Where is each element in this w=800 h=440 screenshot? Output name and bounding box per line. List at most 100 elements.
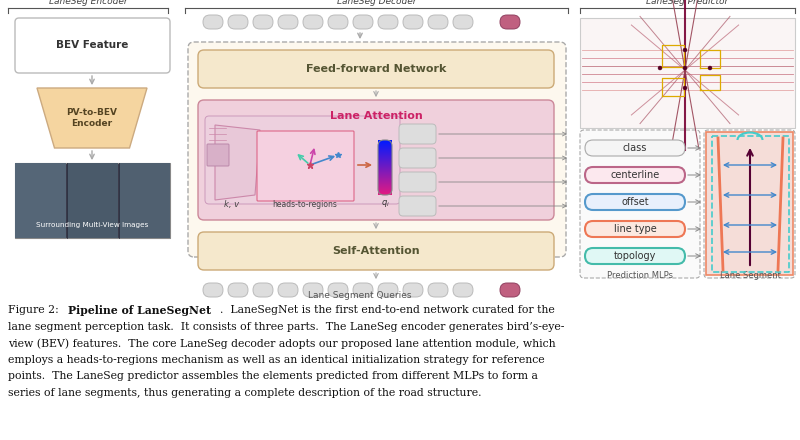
FancyBboxPatch shape bbox=[328, 283, 348, 297]
Bar bbox=[378, 147, 392, 148]
Bar bbox=[378, 146, 392, 147]
FancyBboxPatch shape bbox=[500, 15, 520, 29]
Bar bbox=[378, 175, 392, 176]
FancyBboxPatch shape bbox=[228, 15, 248, 29]
Bar bbox=[378, 174, 392, 175]
Bar bbox=[67, 163, 118, 238]
FancyBboxPatch shape bbox=[278, 283, 298, 297]
Text: $q_i$: $q_i$ bbox=[381, 198, 390, 209]
FancyBboxPatch shape bbox=[303, 15, 323, 29]
Bar bbox=[378, 191, 392, 192]
Text: Pipeline of LaneSegNet: Pipeline of LaneSegNet bbox=[68, 305, 211, 316]
Text: Figure 2:: Figure 2: bbox=[8, 305, 58, 315]
FancyBboxPatch shape bbox=[453, 15, 473, 29]
Circle shape bbox=[683, 66, 687, 70]
FancyBboxPatch shape bbox=[399, 196, 436, 216]
Text: view (BEV) features.  The core LaneSeg decoder adopts our proposed lane attentio: view (BEV) features. The core LaneSeg de… bbox=[8, 338, 556, 348]
Text: Feed-forward Network: Feed-forward Network bbox=[306, 64, 446, 74]
Bar bbox=[378, 141, 392, 142]
Text: lane segment perception task.  It consists of three parts.  The LaneSeg encoder : lane segment perception task. It consist… bbox=[8, 322, 564, 331]
Text: series of lane segments, thus generating a complete description of the road stru: series of lane segments, thus generating… bbox=[8, 388, 482, 397]
Text: Surrounding Multi-View Images: Surrounding Multi-View Images bbox=[36, 222, 148, 228]
Text: LaneSeg Encoder: LaneSeg Encoder bbox=[49, 0, 127, 6]
Bar bbox=[378, 183, 392, 184]
Bar bbox=[378, 165, 392, 166]
Bar bbox=[378, 179, 392, 180]
Bar bbox=[378, 161, 392, 162]
FancyBboxPatch shape bbox=[203, 283, 223, 297]
Bar bbox=[378, 162, 392, 163]
FancyBboxPatch shape bbox=[428, 283, 448, 297]
Bar bbox=[378, 182, 392, 183]
Bar bbox=[378, 156, 392, 157]
Text: offset: offset bbox=[621, 197, 649, 207]
FancyBboxPatch shape bbox=[353, 283, 373, 297]
FancyBboxPatch shape bbox=[198, 100, 554, 220]
Bar bbox=[378, 173, 392, 174]
Bar bbox=[378, 178, 392, 179]
FancyBboxPatch shape bbox=[205, 116, 400, 204]
FancyBboxPatch shape bbox=[403, 15, 423, 29]
FancyBboxPatch shape bbox=[198, 232, 554, 270]
FancyBboxPatch shape bbox=[585, 140, 685, 156]
Bar bbox=[378, 188, 392, 189]
FancyBboxPatch shape bbox=[228, 283, 248, 297]
Bar bbox=[378, 149, 392, 150]
Bar bbox=[378, 185, 392, 186]
Bar bbox=[378, 192, 392, 193]
Bar bbox=[378, 172, 392, 173]
Bar bbox=[580, 18, 795, 128]
Bar bbox=[15, 163, 170, 238]
Bar bbox=[378, 151, 392, 152]
Text: Lane Segment: Lane Segment bbox=[719, 271, 781, 280]
Bar bbox=[378, 170, 392, 171]
FancyBboxPatch shape bbox=[399, 172, 436, 192]
Bar bbox=[378, 163, 392, 164]
FancyBboxPatch shape bbox=[198, 50, 554, 88]
FancyBboxPatch shape bbox=[353, 15, 373, 29]
FancyBboxPatch shape bbox=[378, 283, 398, 297]
FancyBboxPatch shape bbox=[453, 283, 473, 297]
Text: LaneSeg Decoder: LaneSeg Decoder bbox=[337, 0, 416, 6]
Text: class: class bbox=[623, 143, 647, 153]
Bar bbox=[378, 168, 392, 169]
FancyBboxPatch shape bbox=[328, 15, 348, 29]
Bar bbox=[378, 154, 392, 155]
Bar bbox=[378, 190, 392, 191]
Circle shape bbox=[683, 86, 687, 90]
FancyBboxPatch shape bbox=[403, 283, 423, 297]
Text: Self-Attention: Self-Attention bbox=[332, 246, 420, 256]
Bar bbox=[378, 180, 392, 181]
Bar bbox=[378, 186, 392, 187]
Circle shape bbox=[708, 66, 712, 70]
FancyBboxPatch shape bbox=[303, 283, 323, 297]
Text: Lane Segment Queries: Lane Segment Queries bbox=[308, 291, 412, 300]
Bar bbox=[15, 163, 66, 238]
Text: Prediction MLPs: Prediction MLPs bbox=[607, 271, 673, 280]
Bar bbox=[378, 159, 392, 160]
FancyBboxPatch shape bbox=[203, 15, 223, 29]
Bar bbox=[378, 157, 392, 158]
FancyBboxPatch shape bbox=[399, 148, 436, 168]
FancyBboxPatch shape bbox=[585, 167, 685, 183]
FancyBboxPatch shape bbox=[585, 194, 685, 210]
FancyBboxPatch shape bbox=[500, 283, 520, 297]
Bar bbox=[378, 166, 392, 167]
Bar bbox=[378, 152, 392, 153]
FancyBboxPatch shape bbox=[253, 15, 273, 29]
Text: topology: topology bbox=[614, 251, 656, 261]
Bar bbox=[378, 144, 392, 145]
Text: Lane Attention: Lane Attention bbox=[330, 111, 422, 121]
FancyBboxPatch shape bbox=[188, 42, 566, 257]
Circle shape bbox=[658, 66, 662, 70]
Bar bbox=[378, 187, 392, 188]
Bar bbox=[378, 148, 392, 149]
Text: centerline: centerline bbox=[610, 170, 660, 180]
Text: .  LaneSegNet is the first end-to-end network curated for the: . LaneSegNet is the first end-to-end net… bbox=[220, 305, 554, 315]
FancyBboxPatch shape bbox=[207, 144, 229, 166]
FancyBboxPatch shape bbox=[428, 15, 448, 29]
FancyBboxPatch shape bbox=[15, 18, 170, 73]
Bar bbox=[378, 164, 392, 165]
Bar bbox=[378, 158, 392, 159]
Bar bbox=[378, 193, 392, 194]
